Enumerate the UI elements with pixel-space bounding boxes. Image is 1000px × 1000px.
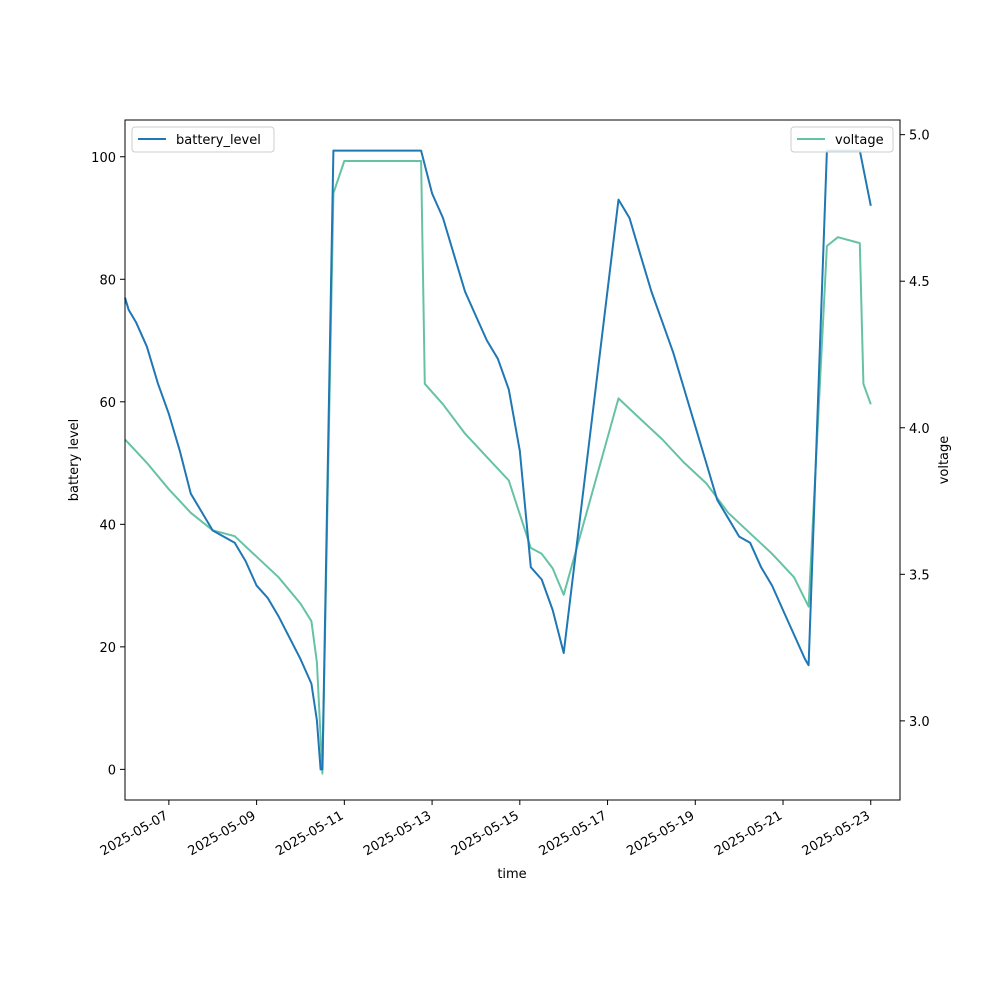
legend-left-box — [131, 126, 275, 153]
y-tick-label: 20 — [99, 641, 116, 656]
y-tick-label: 40 — [99, 518, 116, 533]
plot-frame — [124, 119, 901, 801]
y2-tick-label: 3.5 — [909, 568, 930, 583]
series-layer — [124, 149, 872, 775]
legend-right-box — [790, 126, 894, 153]
y2-tick-label: 3.0 — [909, 715, 930, 730]
series-line-battery_level — [124, 149, 872, 771]
legend-left: battery_level — [131, 126, 275, 153]
y-axis-label: battery level — [67, 419, 82, 502]
series-line-voltage — [124, 160, 872, 775]
legend-right-label: voltage — [835, 133, 884, 148]
y-tick-label: 60 — [99, 396, 116, 411]
y-tick-label: 80 — [99, 273, 116, 288]
y2-tick-label: 4.5 — [909, 275, 930, 290]
y2-tick-label: 5.0 — [909, 129, 930, 144]
y-axis-left: 0 20 40 60 80 100 — [91, 151, 125, 778]
y2-tick-label: 4.0 — [909, 422, 930, 437]
legend-right: voltage — [790, 126, 894, 153]
y-axis-right: 3.0 3.5 4.0 4.5 5.0 — [900, 129, 930, 730]
legend-left-label: battery_level — [176, 133, 261, 148]
y-tick-label: 0 — [108, 763, 116, 778]
y-tick-label: 100 — [91, 151, 116, 166]
y2-axis-label: voltage — [937, 436, 952, 485]
x-axis-label: time — [497, 867, 526, 882]
